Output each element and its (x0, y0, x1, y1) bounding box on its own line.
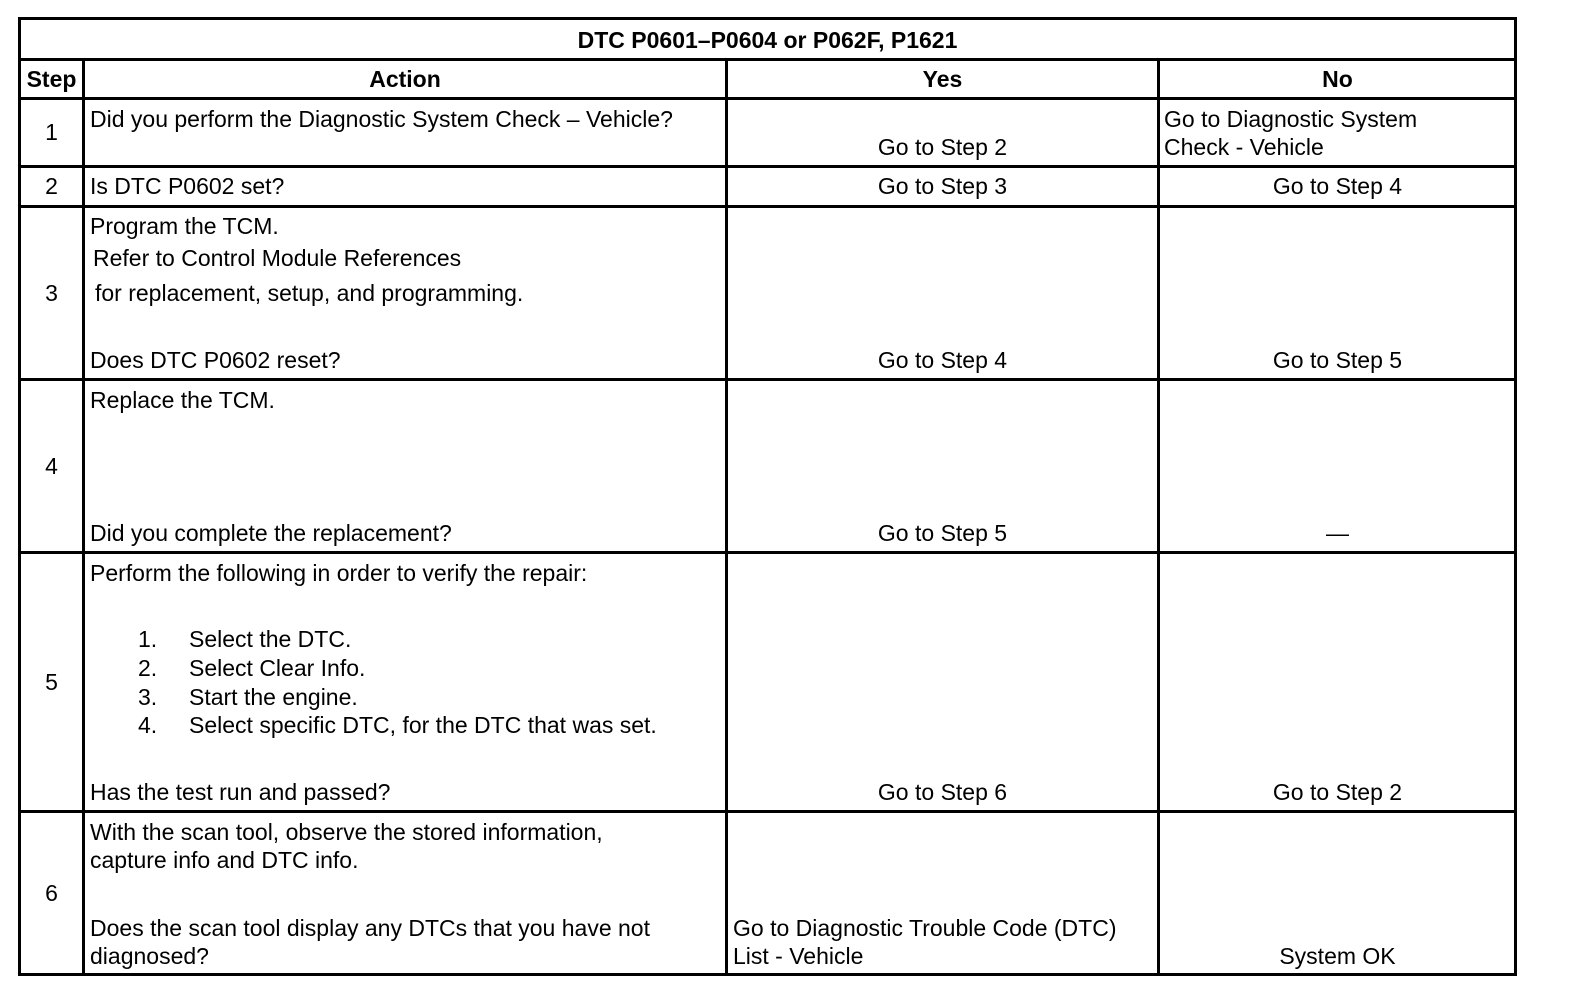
no-link[interactable]: Go to Step 2 (1272, 779, 1403, 805)
column-divider (82, 58, 85, 976)
list-item: Start the engine. (189, 684, 358, 710)
list-number: 3. (138, 684, 158, 710)
row-divider (19, 810, 1516, 813)
list-item: Select the DTC. (189, 626, 352, 652)
no-result: System OK (1279, 943, 1396, 969)
step-number: 5 (45, 669, 58, 695)
yes-link[interactable]: Go to Diagnostic Trouble Code (DTC) (733, 915, 1117, 941)
step-number: 2 (45, 173, 58, 199)
table-border (19, 17, 1516, 20)
action-text: Program the TCM. (90, 213, 279, 239)
action-text: for replacement, setup, and programming. (95, 280, 524, 306)
list-number: 2. (138, 655, 158, 681)
yes-link[interactable]: Go to Step 3 (877, 173, 1008, 199)
table-border (1514, 17, 1517, 976)
action-question: Did you complete the replacement? (90, 520, 452, 546)
header-step: Step (26, 66, 77, 92)
action-text: capture info and DTC info. (90, 847, 359, 873)
action-text: Perform the following in order to verify… (90, 560, 588, 586)
row-divider (19, 378, 1516, 381)
row-divider (19, 551, 1516, 554)
row-divider (19, 165, 1516, 168)
list-item: Select specific DTC, for the DTC that wa… (189, 712, 657, 738)
action-text: Is DTC P0602 set? (90, 173, 285, 199)
action-text: Did you perform the Diagnostic System Ch… (90, 106, 673, 132)
table-border (19, 973, 1516, 976)
row-divider (19, 58, 1516, 61)
action-question: Does the scan tool display any DTCs that… (90, 915, 650, 941)
action-question: Does DTC P0602 reset? (90, 347, 341, 373)
no-dash: — (1326, 520, 1349, 546)
action-question: diagnosed? (90, 943, 209, 969)
step-number: 3 (45, 280, 58, 306)
table-border (18, 17, 21, 976)
list-number: 4. (138, 712, 158, 738)
header-action: Action (369, 66, 441, 92)
header-no: No (1322, 66, 1353, 92)
no-link[interactable]: Go to Step 5 (1272, 347, 1403, 373)
yes-link[interactable]: Go to Step 4 (877, 347, 1008, 373)
action-reference[interactable]: Refer to Control Module References (93, 245, 462, 271)
yes-link[interactable]: List - Vehicle (733, 943, 864, 969)
action-text: Replace the TCM. (90, 387, 275, 413)
header-yes: Yes (922, 66, 963, 92)
action-question: Has the test run and passed? (90, 779, 391, 805)
step-number: 6 (45, 880, 58, 906)
yes-link[interactable]: Go to Step 2 (877, 134, 1008, 160)
step-number: 1 (45, 119, 58, 145)
list-item: Select Clear Info. (189, 655, 366, 681)
row-divider (19, 97, 1516, 100)
yes-link[interactable]: Go to Step 6 (877, 779, 1008, 805)
yes-link[interactable]: Go to Step 5 (877, 520, 1008, 546)
table-title: DTC P0601–P0604 or P062F, P1621 (577, 27, 958, 53)
no-link[interactable]: Check - Vehicle (1164, 134, 1324, 160)
step-number: 4 (45, 453, 58, 479)
action-text: With the scan tool, observe the stored i… (90, 819, 603, 845)
column-divider (725, 58, 728, 976)
row-divider (19, 205, 1516, 208)
no-link[interactable]: Go to Step 4 (1272, 173, 1403, 199)
list-number: 1. (138, 626, 158, 652)
column-divider (1157, 58, 1160, 976)
no-link[interactable]: Go to Diagnostic System (1164, 106, 1418, 132)
